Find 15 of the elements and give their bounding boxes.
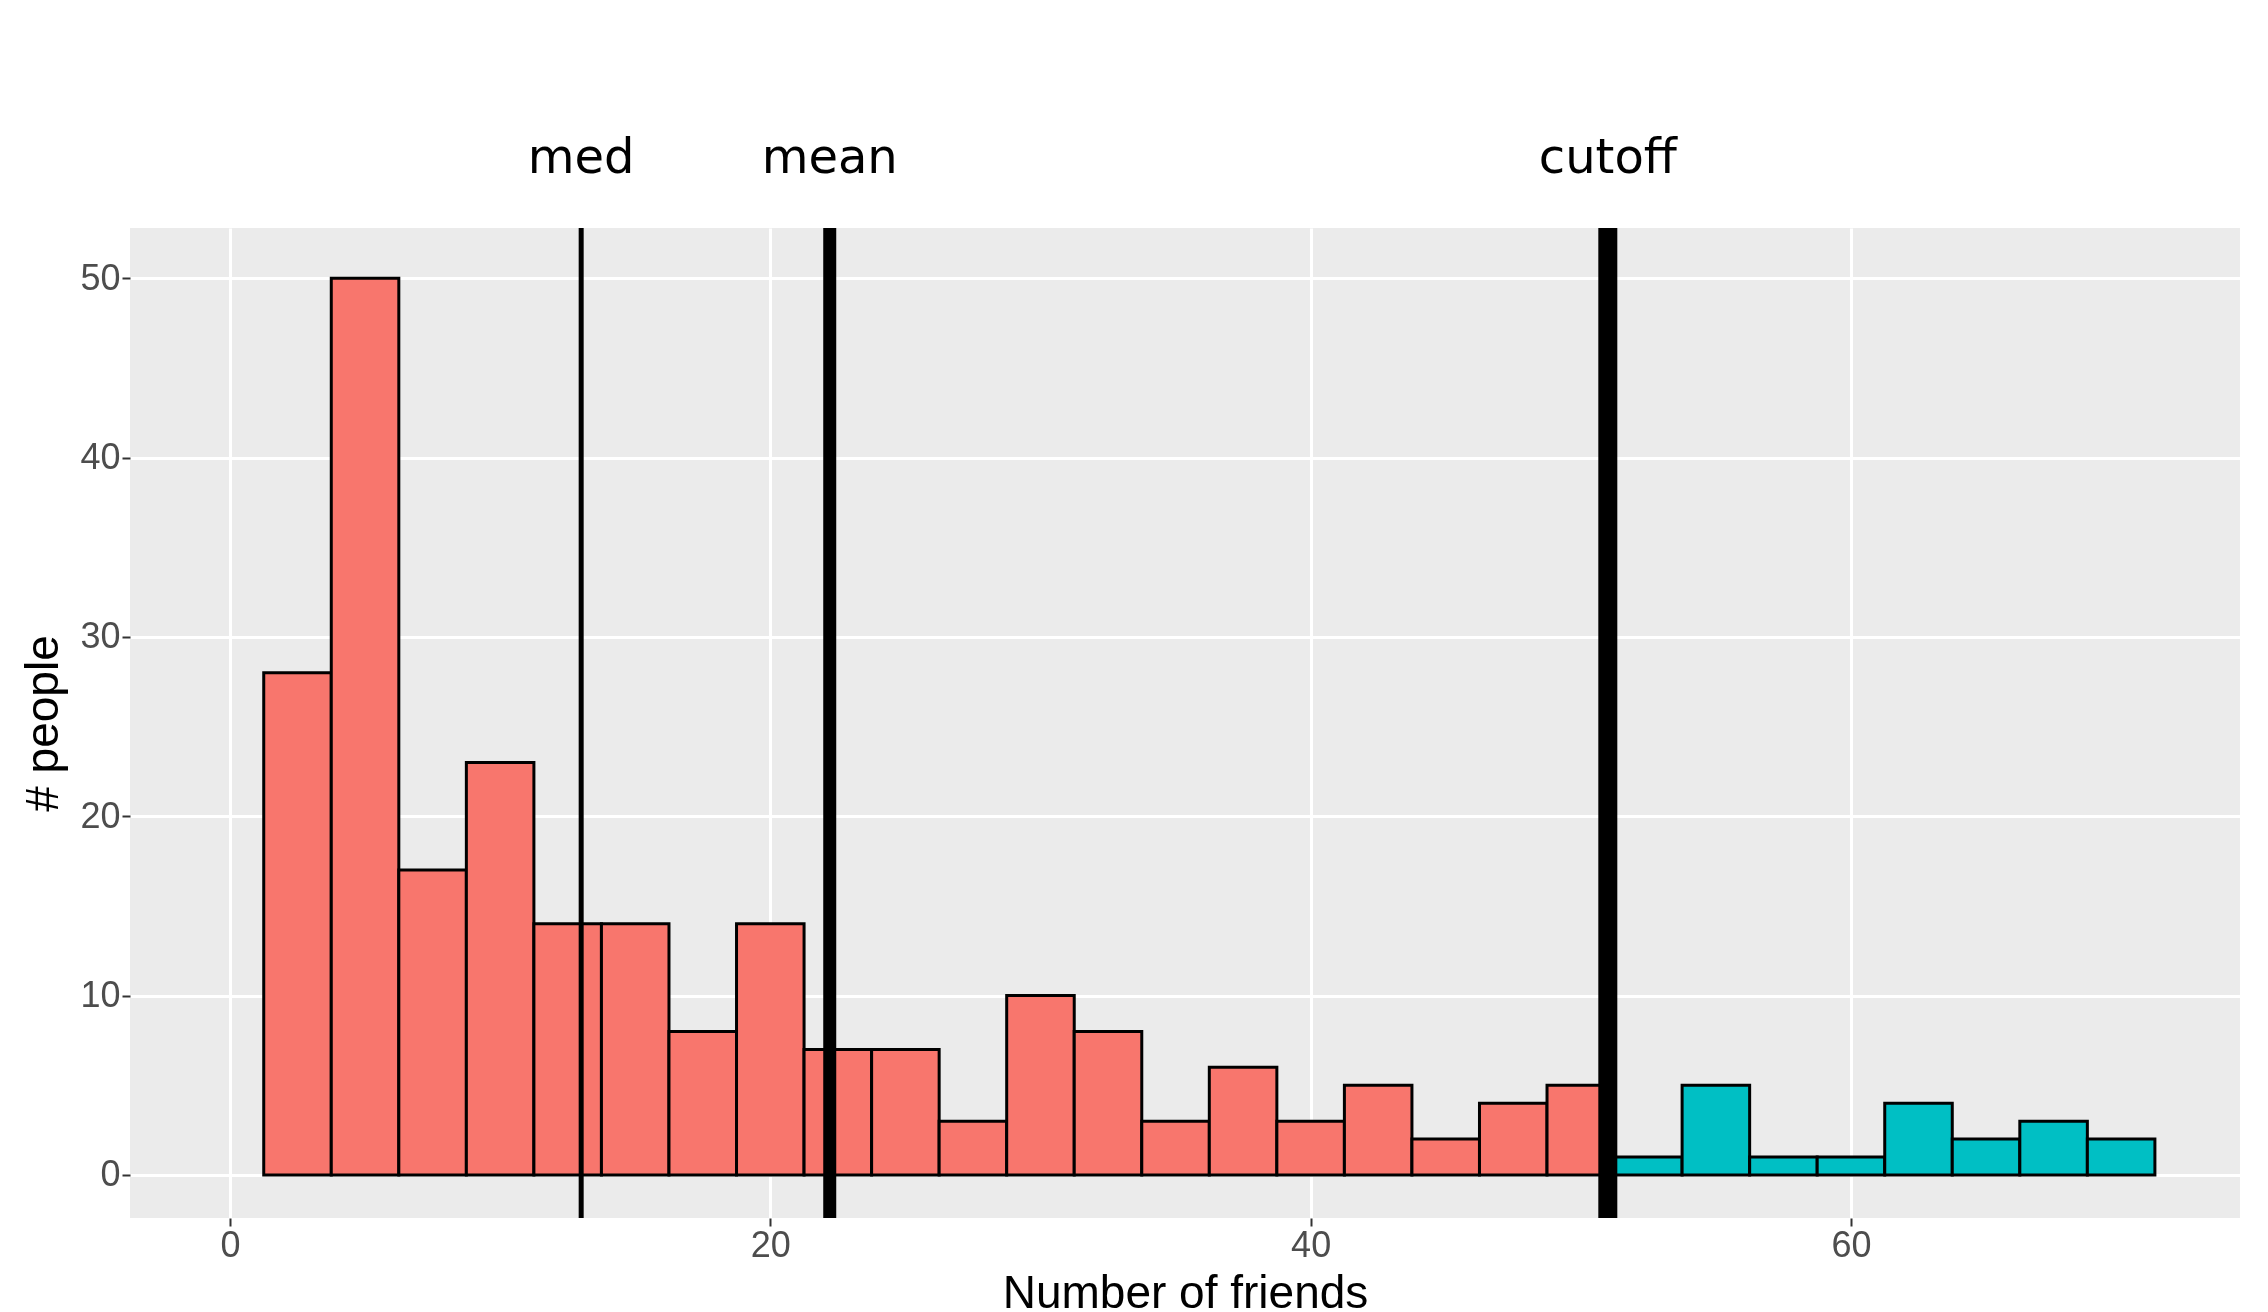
x-tick-label: 40 — [1291, 1223, 1332, 1265]
x-tick-label: 60 — [1831, 1223, 1872, 1265]
y-axis-title: # people — [16, 635, 69, 812]
ref-line-label: mean — [761, 128, 898, 184]
y-tick-label: 20 — [80, 794, 121, 836]
y-tick-label: 30 — [80, 615, 121, 657]
x-tick-label: 0 — [220, 1223, 241, 1265]
y-tick-label: 10 — [80, 974, 121, 1016]
y-tick-label: 50 — [80, 256, 121, 298]
y-tick-label: 40 — [80, 436, 121, 478]
x-axis-title: Number of friends — [1002, 1265, 1369, 1312]
ref-line-label: med — [527, 128, 635, 184]
y-tick-label: 0 — [100, 1153, 121, 1195]
ref-line-label: cutoff — [1538, 128, 1678, 184]
x-tick-label: 20 — [750, 1223, 791, 1265]
